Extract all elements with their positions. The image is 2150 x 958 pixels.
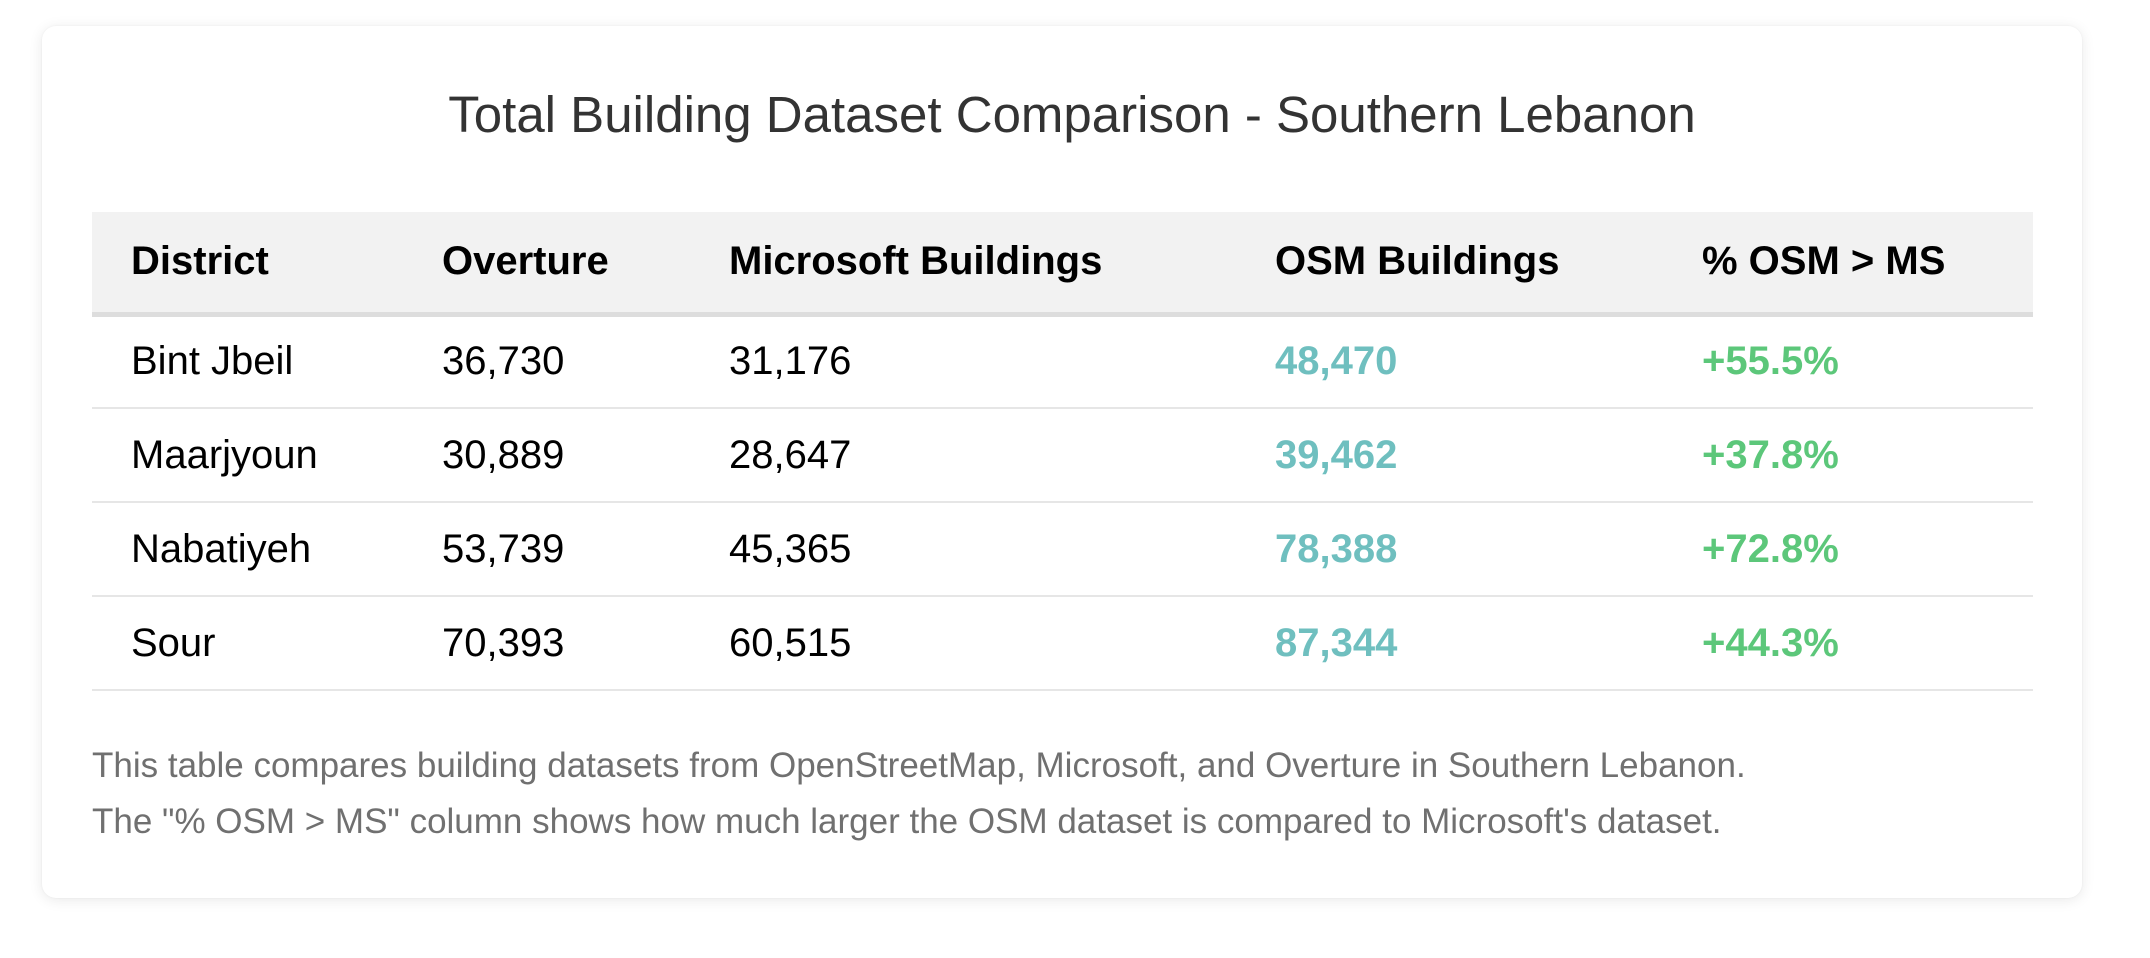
cell-microsoft: 31,176 [690, 314, 1236, 409]
table-row: Bint Jbeil 36,730 31,176 48,470 +55.5% [92, 314, 2033, 409]
cell-district: Bint Jbeil [92, 314, 403, 409]
footnote-line-1: This table compares building datasets fr… [92, 746, 1746, 785]
table-header-row: District Overture Microsoft Buildings OS… [92, 212, 2033, 317]
table-footnote: This table compares building datasets fr… [92, 738, 2052, 850]
cell-overture: 30,889 [403, 408, 690, 503]
cell-osm: 48,470 [1236, 314, 1663, 409]
cell-overture: 70,393 [403, 596, 690, 691]
cell-microsoft: 28,647 [690, 408, 1236, 503]
cell-overture: 36,730 [403, 314, 690, 409]
cell-district: Maarjyoun [92, 408, 403, 503]
cell-microsoft: 45,365 [690, 502, 1236, 597]
table-row: Maarjyoun 30,889 28,647 39,462 +37.8% [92, 408, 2033, 503]
cell-osm: 39,462 [1236, 408, 1663, 503]
column-header-overture: Overture [403, 212, 690, 317]
cell-osm: 87,344 [1236, 596, 1663, 691]
cell-osm: 78,388 [1236, 502, 1663, 597]
comparison-table: District Overture Microsoft Buildings OS… [92, 212, 2033, 691]
column-header-district: District [92, 212, 403, 317]
cell-overture: 53,739 [403, 502, 690, 597]
cell-microsoft: 60,515 [690, 596, 1236, 691]
cell-district: Sour [92, 596, 403, 691]
cell-percent: +72.8% [1663, 502, 2033, 597]
table-row: Nabatiyeh 53,739 45,365 78,388 +72.8% [92, 502, 2033, 597]
chart-title: Total Building Dataset Comparison - Sout… [448, 86, 1696, 143]
table-row: Sour 70,393 60,515 87,344 +44.3% [92, 596, 2033, 691]
cell-percent: +55.5% [1663, 314, 2033, 409]
column-header-osm: OSM Buildings [1236, 212, 1663, 317]
column-header-microsoft: Microsoft Buildings [690, 212, 1236, 317]
cell-percent: +44.3% [1663, 596, 2033, 691]
cell-percent: +37.8% [1663, 408, 2033, 503]
footnote-line-2: The "% OSM > MS" column shows how much l… [92, 802, 1722, 841]
cell-district: Nabatiyeh [92, 502, 403, 597]
column-header-percent: % OSM > MS [1663, 212, 2033, 317]
